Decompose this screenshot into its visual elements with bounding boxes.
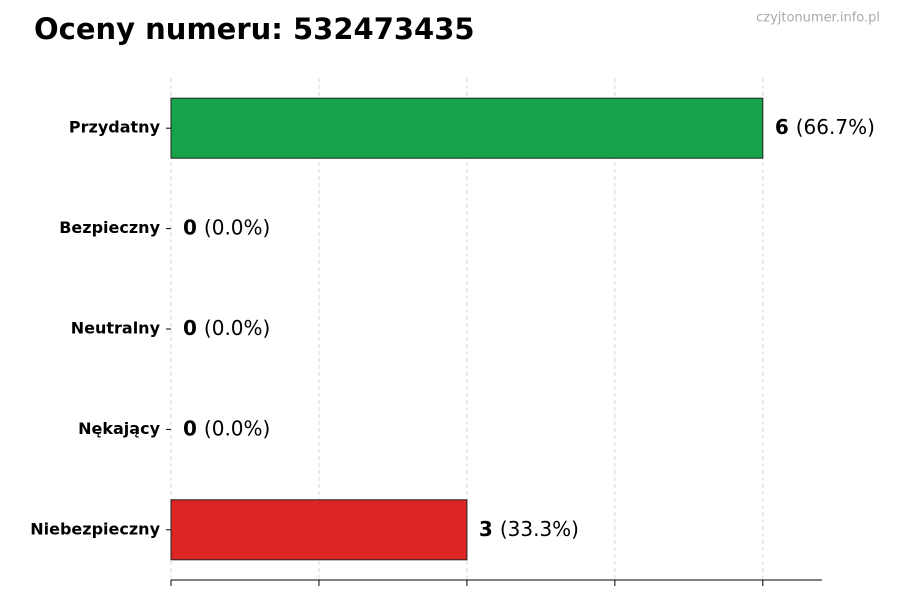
bar — [170, 97, 764, 159]
value-label: 0 (0.0%) — [183, 316, 270, 340]
watermark: czyjtonumer.info.pl — [756, 11, 880, 26]
value-count: 3 — [479, 516, 493, 540]
value-percent: (0.0%) — [204, 316, 270, 340]
value-count: 0 — [183, 416, 197, 440]
value-label: 0 (0.0%) — [183, 215, 270, 239]
y-tick-label: Niebezpieczny — [30, 519, 160, 538]
value-percent: (0.0%) — [204, 416, 270, 440]
value-label: 3 (33.3%) — [479, 516, 579, 540]
y-tick-label: Przydatny — [69, 118, 161, 137]
y-tick-label: Neutralny — [71, 319, 161, 338]
value-label: 6 (66.7%) — [775, 115, 875, 139]
y-tick-label: Bezpieczny — [59, 218, 160, 237]
value-count: 0 — [183, 215, 197, 239]
value-percent: (66.7%) — [796, 115, 875, 139]
value-percent: (33.3%) — [500, 516, 579, 540]
chart-title: Oceny numeru: 532473435 — [34, 12, 475, 46]
value-count: 6 — [775, 115, 789, 139]
bar — [170, 499, 468, 561]
value-label: 0 (0.0%) — [183, 416, 270, 440]
y-tick-label: Nękający — [78, 419, 160, 438]
value-count: 0 — [183, 316, 197, 340]
value-percent: (0.0%) — [204, 215, 270, 239]
